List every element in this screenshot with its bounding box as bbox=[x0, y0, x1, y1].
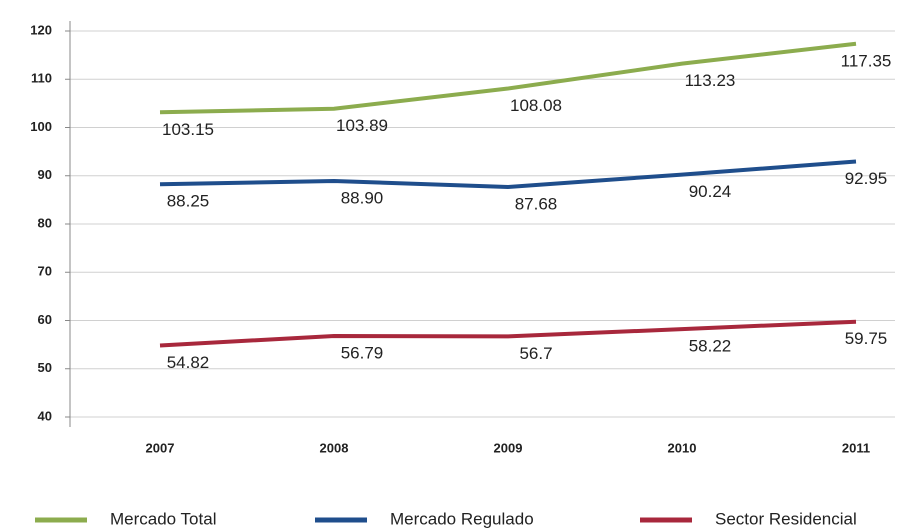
y-tick-label: 100 bbox=[30, 119, 52, 134]
legend-label: Sector Residencial bbox=[715, 509, 857, 528]
y-tick-label: 80 bbox=[38, 215, 52, 230]
data-label: 87.68 bbox=[515, 194, 558, 213]
x-tick-label: 2011 bbox=[842, 440, 870, 455]
data-label: 56.7 bbox=[519, 344, 552, 363]
data-label: 113.23 bbox=[685, 71, 736, 90]
data-label: 108.08 bbox=[510, 96, 562, 115]
series-line bbox=[159, 159, 857, 189]
y-tick-label: 90 bbox=[38, 167, 52, 182]
y-tick-label: 110 bbox=[31, 71, 52, 86]
legend-label: Mercado Total bbox=[110, 509, 216, 528]
data-label: 117.35 bbox=[841, 51, 892, 70]
data-label: 54.82 bbox=[167, 353, 210, 372]
data-label: 88.25 bbox=[167, 192, 210, 211]
series-line bbox=[159, 41, 857, 115]
legend-label: Mercado Regulado bbox=[390, 509, 534, 528]
y-tick-label: 120 bbox=[30, 22, 52, 37]
x-tick-label: 2009 bbox=[494, 440, 523, 455]
y-tick-label: 60 bbox=[38, 312, 52, 327]
data-label: 58.22 bbox=[689, 337, 732, 356]
data-label: 56.79 bbox=[341, 343, 384, 362]
data-label: 90.24 bbox=[689, 182, 732, 201]
y-tick-label: 40 bbox=[38, 408, 52, 423]
data-label: 103.89 bbox=[336, 116, 388, 135]
data-label: 103.15 bbox=[162, 120, 214, 139]
data-label: 88.90 bbox=[341, 189, 384, 208]
y-tick-label: 50 bbox=[38, 360, 52, 375]
data-label: 92.95 bbox=[845, 169, 888, 188]
data-label: 59.75 bbox=[845, 329, 888, 348]
y-tick-label: 70 bbox=[38, 264, 52, 279]
series-line bbox=[159, 319, 857, 348]
x-tick-label: 2010 bbox=[668, 440, 697, 455]
x-tick-label: 2007 bbox=[146, 440, 175, 455]
x-tick-label: 2008 bbox=[320, 440, 349, 455]
